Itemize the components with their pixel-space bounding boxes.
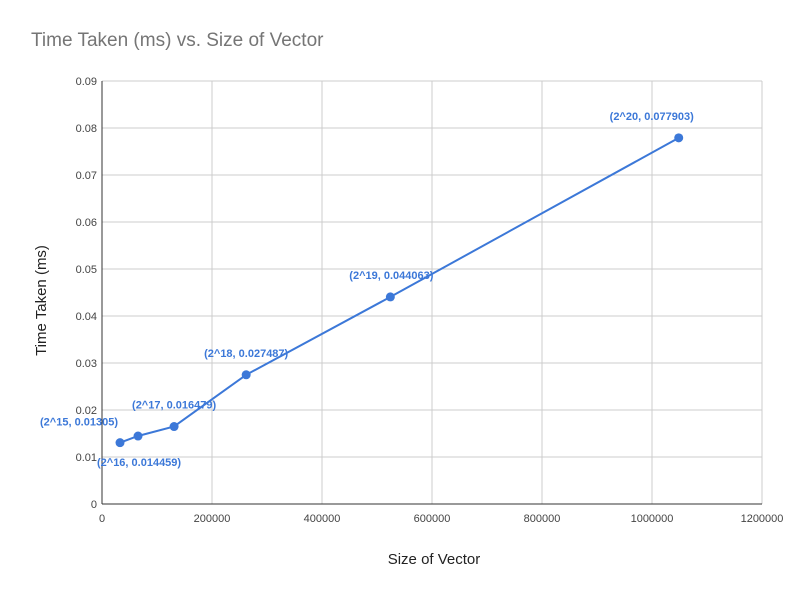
y-axis-title: Time Taken (ms) bbox=[33, 245, 50, 356]
data-point bbox=[169, 422, 179, 432]
x-tick-label: 0 bbox=[99, 513, 105, 525]
x-axis-title: Size of Vector bbox=[388, 551, 481, 568]
data-point bbox=[133, 431, 143, 441]
data-point bbox=[674, 133, 684, 143]
data-label: (2^15, 0.01305) bbox=[40, 417, 118, 429]
data-label: (2^17, 0.016479) bbox=[132, 400, 216, 412]
x-tick-label: 200000 bbox=[194, 513, 231, 525]
y-tick-label: 0.09 bbox=[76, 76, 97, 88]
data-label: (2^19, 0.044063) bbox=[349, 270, 433, 282]
y-tick-label: 0 bbox=[91, 499, 97, 511]
y-tick-label: 0.07 bbox=[76, 170, 97, 182]
x-tick-label: 800000 bbox=[524, 513, 561, 525]
x-tick-label: 1200000 bbox=[741, 513, 784, 525]
y-tick-label: 0.02 bbox=[76, 405, 97, 417]
series-line bbox=[119, 137, 680, 444]
y-tick-label: 0.08 bbox=[76, 123, 97, 135]
data-label: (2^18, 0.027487) bbox=[204, 348, 288, 360]
y-tick-label: 0.05 bbox=[76, 264, 97, 276]
y-tick-label: 0.01 bbox=[76, 452, 97, 464]
data-point bbox=[115, 438, 125, 448]
y-tick-label: 0.03 bbox=[76, 358, 97, 370]
data-point bbox=[385, 292, 395, 302]
data-point bbox=[241, 370, 251, 380]
x-tick-label: 1000000 bbox=[631, 513, 674, 525]
data-label: (2^20, 0.077903) bbox=[610, 111, 694, 123]
x-tick-label: 600000 bbox=[414, 513, 451, 525]
x-tick-label: 400000 bbox=[304, 513, 341, 525]
chart-title: Time Taken (ms) vs. Size of Vector bbox=[31, 30, 324, 51]
y-tick-label: 0.04 bbox=[76, 311, 97, 323]
y-tick-label: 0.06 bbox=[76, 217, 97, 229]
data-label: (2^16, 0.014459) bbox=[97, 457, 181, 469]
